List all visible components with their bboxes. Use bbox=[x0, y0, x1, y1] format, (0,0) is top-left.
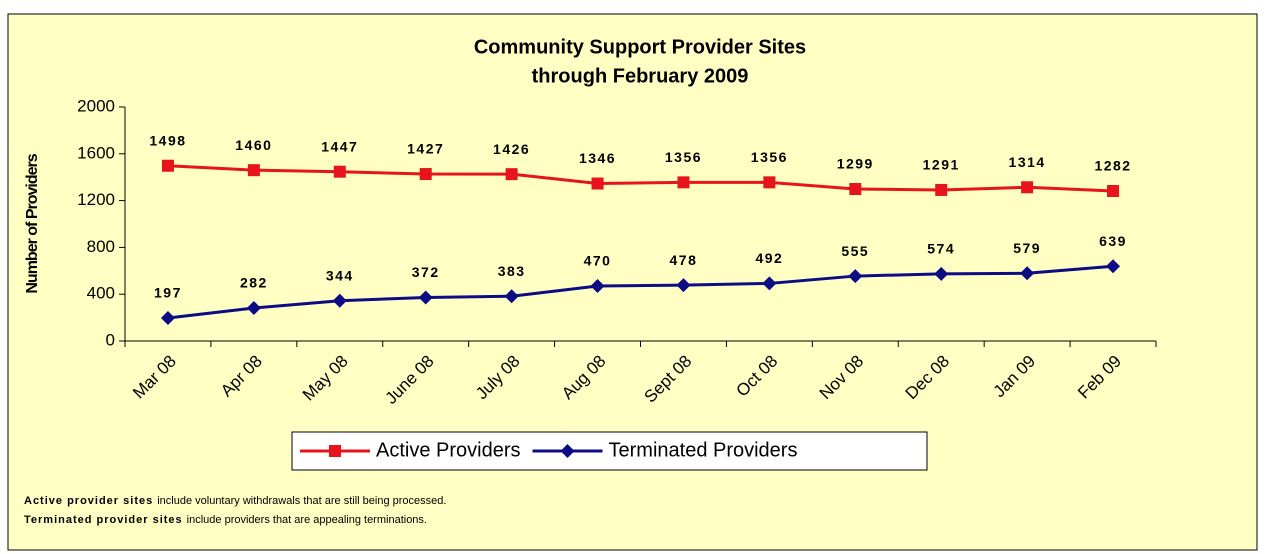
chart-subtitle: through February 2009 bbox=[532, 65, 749, 87]
data-label: 478 bbox=[670, 252, 698, 268]
data-label: 372 bbox=[412, 264, 440, 280]
data-label: 1314 bbox=[1009, 154, 1046, 170]
data-label: 282 bbox=[240, 275, 268, 291]
footnote: Active provider sites include voluntary w… bbox=[24, 495, 446, 507]
data-point bbox=[1107, 185, 1120, 198]
footnote: Terminated provider sites include provide… bbox=[24, 514, 427, 526]
data-point bbox=[246, 301, 261, 316]
data-label: 1447 bbox=[321, 138, 358, 154]
legend-label: Active Providers bbox=[376, 439, 521, 461]
data-label: 470 bbox=[584, 253, 612, 269]
data-label: 1427 bbox=[407, 141, 444, 157]
data-point bbox=[419, 168, 432, 181]
data-label: 1346 bbox=[579, 150, 616, 166]
data-point bbox=[418, 290, 433, 305]
data-point bbox=[676, 278, 691, 293]
data-label: 1356 bbox=[665, 149, 702, 165]
data-label: 492 bbox=[755, 250, 783, 266]
data-point bbox=[677, 176, 690, 189]
data-label: 579 bbox=[1013, 240, 1041, 256]
data-point bbox=[160, 310, 175, 325]
series-line bbox=[167, 164, 1114, 193]
footnote-bold: Active provider sites bbox=[24, 495, 153, 507]
data-point bbox=[591, 177, 604, 190]
y-tick-label: 0 bbox=[106, 330, 115, 349]
data-point bbox=[504, 289, 519, 304]
data-label: 1299 bbox=[837, 156, 874, 172]
data-point bbox=[333, 165, 346, 178]
data-point bbox=[505, 168, 518, 181]
data-point bbox=[590, 279, 605, 294]
data-label: 555 bbox=[841, 243, 869, 259]
y-axis-label: Number of Providers bbox=[24, 153, 41, 293]
data-label: 1291 bbox=[923, 157, 960, 173]
data-label: 1498 bbox=[149, 132, 186, 148]
y-tick-label: 2000 bbox=[77, 96, 115, 115]
data-point bbox=[848, 269, 863, 284]
data-point bbox=[934, 266, 949, 281]
data-label: 1356 bbox=[751, 149, 788, 165]
data-point bbox=[161, 159, 174, 172]
legend-box bbox=[291, 431, 928, 471]
y-tick-label: 1600 bbox=[77, 143, 115, 162]
y-tick-label: 400 bbox=[87, 284, 115, 303]
data-label: 197 bbox=[154, 285, 182, 301]
chart-title: Community Support Provider Sites bbox=[474, 36, 806, 58]
y-tick-label: 800 bbox=[87, 237, 115, 256]
data-label: 1460 bbox=[235, 137, 272, 153]
data-point bbox=[1106, 259, 1121, 274]
data-label: 1426 bbox=[493, 141, 530, 157]
data-point bbox=[332, 293, 347, 308]
data-label: 383 bbox=[498, 263, 526, 279]
footnote-bold: Terminated provider sites bbox=[24, 514, 183, 526]
data-point bbox=[763, 176, 776, 189]
data-point bbox=[935, 183, 948, 196]
series-line bbox=[167, 264, 1114, 320]
legend-marker bbox=[329, 445, 341, 457]
data-point bbox=[1021, 181, 1034, 194]
legend-label: Terminated Providers bbox=[609, 439, 798, 461]
data-point bbox=[849, 183, 862, 196]
data-label: 1282 bbox=[1094, 158, 1131, 174]
data-point bbox=[1020, 266, 1035, 281]
footnote-text: include voluntary withdrawals that are s… bbox=[157, 495, 446, 507]
y-tick-label: 1200 bbox=[77, 190, 115, 209]
data-point bbox=[247, 164, 260, 177]
data-label: 344 bbox=[326, 267, 354, 283]
legend-marker bbox=[560, 444, 575, 458]
data-point bbox=[762, 276, 777, 291]
data-label: 639 bbox=[1099, 233, 1127, 249]
data-label: 574 bbox=[927, 241, 955, 257]
footnote-text: include providers that are appealing ter… bbox=[187, 514, 427, 526]
